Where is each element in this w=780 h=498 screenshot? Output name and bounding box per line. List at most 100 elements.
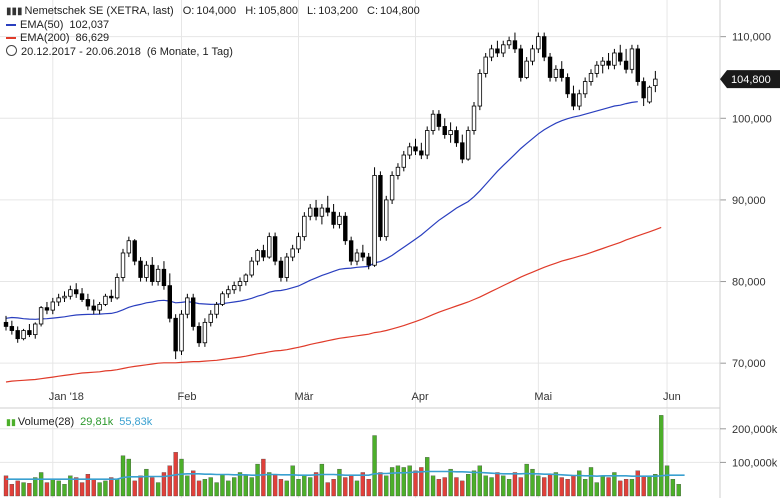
- candle-body-up: [337, 215, 342, 225]
- volume-bar: [74, 477, 79, 497]
- candle: [21, 328, 26, 341]
- candle-body-down: [606, 60, 611, 66]
- candle: [629, 44, 635, 74]
- candle-body-up: [249, 260, 254, 276]
- volume-axis: 100,000k 200,000k: [720, 424, 778, 469]
- candle: [15, 326, 20, 343]
- month-tick-label: Mär: [295, 391, 314, 403]
- candle: [542, 32, 547, 62]
- candle-body-down: [565, 77, 570, 95]
- volume-bar: [249, 477, 254, 497]
- volume-bar: [103, 480, 108, 497]
- candle-body-down: [331, 211, 336, 225]
- volume-bar: [477, 465, 483, 497]
- candle: [477, 69, 483, 111]
- last-price-badge: 104,800: [720, 70, 780, 89]
- volume-bar: [3, 475, 9, 497]
- volume-bar: [629, 479, 635, 497]
- volume-bar: [419, 467, 424, 497]
- volume-bar: [68, 475, 73, 497]
- last-price-badge-shape: [720, 70, 780, 89]
- candle-body-up: [319, 207, 325, 217]
- candle: [120, 248, 126, 282]
- candle: [594, 61, 600, 78]
- ema50-line: [5, 101, 638, 320]
- volume-bar: [454, 477, 459, 497]
- candle: [378, 171, 383, 241]
- candle-body-down: [79, 293, 85, 300]
- candle-body-down: [44, 307, 50, 311]
- volume-bar: [442, 477, 447, 497]
- candle: [653, 70, 658, 93]
- volume-legend: ▮▮ Volume(28) 29,81k 55,83k: [6, 416, 158, 428]
- candle: [226, 285, 231, 298]
- candle-body-up: [120, 252, 126, 278]
- candle: [442, 118, 447, 139]
- candle-body-down: [495, 48, 500, 54]
- candle-body-up: [179, 313, 184, 352]
- candle-body-down: [460, 142, 465, 160]
- volume-bar: [284, 480, 289, 497]
- candle-body-down: [348, 240, 354, 262]
- candle-body-up: [21, 330, 26, 340]
- candle: [220, 291, 225, 307]
- candle-body-down: [161, 268, 167, 287]
- candle-body-up: [290, 248, 295, 258]
- candle-body-up: [68, 289, 73, 297]
- volume-bar: [664, 465, 670, 497]
- candle-body-down: [190, 297, 196, 327]
- volume-bar: [623, 479, 629, 497]
- volume-value-1: 29,81k: [80, 416, 114, 428]
- candle-body-down: [442, 126, 447, 136]
- candle: [272, 232, 278, 266]
- candle-body-up: [407, 146, 412, 156]
- ema50-line-group: [5, 101, 638, 320]
- candle: [68, 285, 73, 300]
- candle: [430, 110, 436, 135]
- time-axis: Jan '18 Feb Mär Apr Mai Jun: [49, 391, 681, 403]
- candles-icon: ▮▮▮: [6, 6, 23, 17]
- candle: [307, 204, 313, 221]
- candle: [588, 69, 594, 86]
- ema200-line: [5, 226, 662, 383]
- candle: [384, 195, 389, 241]
- candle-body-up: [477, 72, 483, 107]
- volume-bar: [360, 472, 366, 497]
- candle: [635, 44, 640, 86]
- candle-body-down: [85, 299, 91, 307]
- price-tick-label: 70,000: [732, 358, 766, 370]
- candle-body-up: [185, 297, 190, 315]
- candle: [325, 195, 330, 217]
- ema50-legend-row: EMA(50) 102,037: [6, 19, 426, 31]
- candle-body-up: [126, 240, 132, 254]
- candle: [132, 239, 137, 266]
- volume-bar: [530, 468, 535, 497]
- volume-bar: [354, 480, 360, 497]
- volume-bar: [120, 455, 126, 497]
- candle: [571, 85, 576, 111]
- candle-body-up: [114, 277, 120, 299]
- candle: [483, 52, 488, 78]
- volume-bar: [196, 480, 202, 497]
- month-tick-label: Jan '18: [49, 391, 84, 403]
- volume-bar: [583, 479, 588, 497]
- volume-bar: [612, 472, 617, 497]
- candle: [9, 320, 15, 335]
- volume-bar: [524, 463, 529, 497]
- candle-body-down: [313, 207, 319, 217]
- volume-bar: [331, 479, 336, 497]
- month-tick-label: Jun: [663, 391, 681, 403]
- candle: [237, 277, 243, 292]
- candle: [249, 257, 254, 278]
- volume-bar: [237, 472, 243, 497]
- candle: [641, 77, 646, 107]
- volume-bar: [9, 484, 15, 497]
- candle: [395, 163, 401, 180]
- candle-body-down: [132, 240, 137, 262]
- volume-bar: [261, 458, 266, 497]
- candle: [413, 138, 418, 156]
- volume-bar: [91, 479, 96, 497]
- candle: [448, 122, 453, 143]
- range-row: 20.12.2017 - 20.06.2018 (6 Monate, 1 Tag): [6, 45, 426, 58]
- candle-body-down: [325, 207, 330, 213]
